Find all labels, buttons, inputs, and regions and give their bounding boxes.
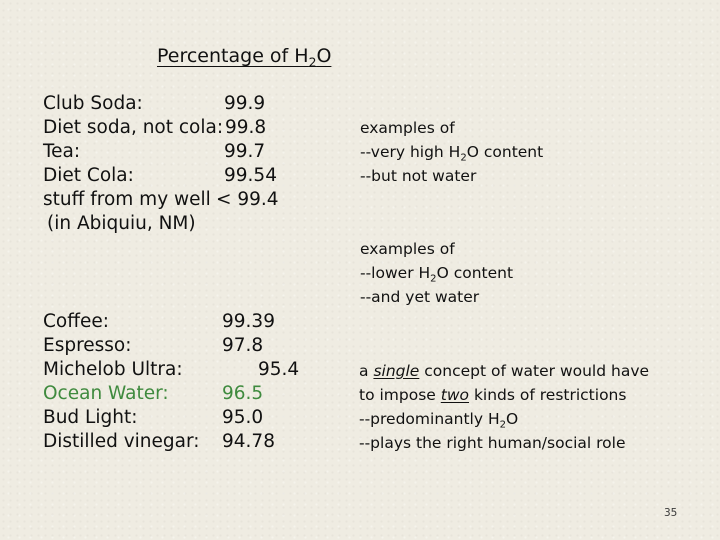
value-ocean-water: 96.5 (222, 383, 264, 404)
beverage-label: stuff from my well (43, 189, 211, 210)
value-espresso: 97.8 (222, 335, 264, 356)
value-michelob: 95.4 (258, 359, 300, 380)
note-line: examples of (360, 119, 455, 137)
note-text: kinds of restrictions (469, 386, 627, 404)
beverage-label: Michelob Ultra: (43, 359, 183, 380)
note-text: a (359, 362, 374, 380)
title-subscript: 2 (308, 55, 317, 70)
value-diet-soda: 99.8 (225, 117, 267, 138)
note-line: --lower H2O content (360, 261, 513, 285)
beverage-label: Club Soda: (43, 93, 143, 114)
group2-labels: Coffee: Espresso: Michelob Ultra: Ocean … (43, 310, 200, 454)
title-text-end: O (316, 45, 332, 67)
note-line: --very high H2O content (360, 140, 543, 164)
beverage-label: Diet soda, not cola: (43, 117, 224, 138)
note-text: O content (436, 264, 514, 282)
note-line: --but not water (360, 167, 477, 185)
emphasis-two: two (440, 386, 470, 404)
note-text: --predominantly H (359, 410, 500, 428)
value-vinegar: 94.78 (222, 431, 275, 452)
beverage-label: Distilled vinegar: (43, 431, 200, 452)
page-number: 35 (664, 507, 678, 519)
note-text: concept of water would have (419, 362, 650, 380)
note-subscript: 2 (460, 152, 467, 164)
beverage-label: Coffee: (43, 311, 109, 332)
note-text: to impose (359, 386, 441, 404)
slide-title: Percentage of H2O (157, 43, 331, 69)
value-well: < 99.4 (216, 189, 279, 210)
group1-labels: Club Soda: Diet soda, not cola: Tea: Die… (43, 92, 223, 236)
note-lower: examples of --lower H2O content --and ye… (360, 237, 513, 309)
value-club-soda: 99.9 (224, 93, 266, 114)
value-tea: 99.7 (224, 141, 266, 162)
value-coffee: 99.39 (222, 311, 275, 332)
value-diet-cola: 99.54 (224, 165, 277, 186)
note-line: a single concept of water would have (359, 359, 649, 383)
beverage-label: Espresso: (43, 335, 132, 356)
note-line: --predominantly H2O (359, 407, 649, 431)
note-very-high: examples of --very high H2O content --bu… (360, 116, 543, 188)
note-line: to impose two kinds of restrictions (359, 383, 649, 407)
beverage-label-ocean: Ocean Water: (43, 383, 169, 404)
beverage-label: Bud Light: (43, 407, 138, 428)
note-text: O content (466, 143, 544, 161)
note-line: --plays the right human/social role (359, 434, 626, 452)
location-note: (in Abiquiu, NM) (47, 213, 196, 234)
note-line: --and yet water (360, 288, 480, 306)
note-subscript: 2 (499, 419, 507, 431)
value-bud-light: 95.0 (222, 407, 264, 428)
beverage-label: Tea: (43, 141, 81, 162)
note-subscript: 2 (430, 273, 437, 285)
title-text: Percentage of H (157, 45, 309, 67)
note-text: --lower H (360, 264, 431, 282)
note-text: --very high H (360, 143, 461, 161)
note-text: O (506, 410, 519, 428)
note-single-concept: a single concept of water would have to … (359, 359, 649, 455)
emphasis-single: single (373, 362, 420, 380)
note-line: examples of (360, 240, 455, 258)
beverage-label: Diet Cola: (43, 165, 134, 186)
